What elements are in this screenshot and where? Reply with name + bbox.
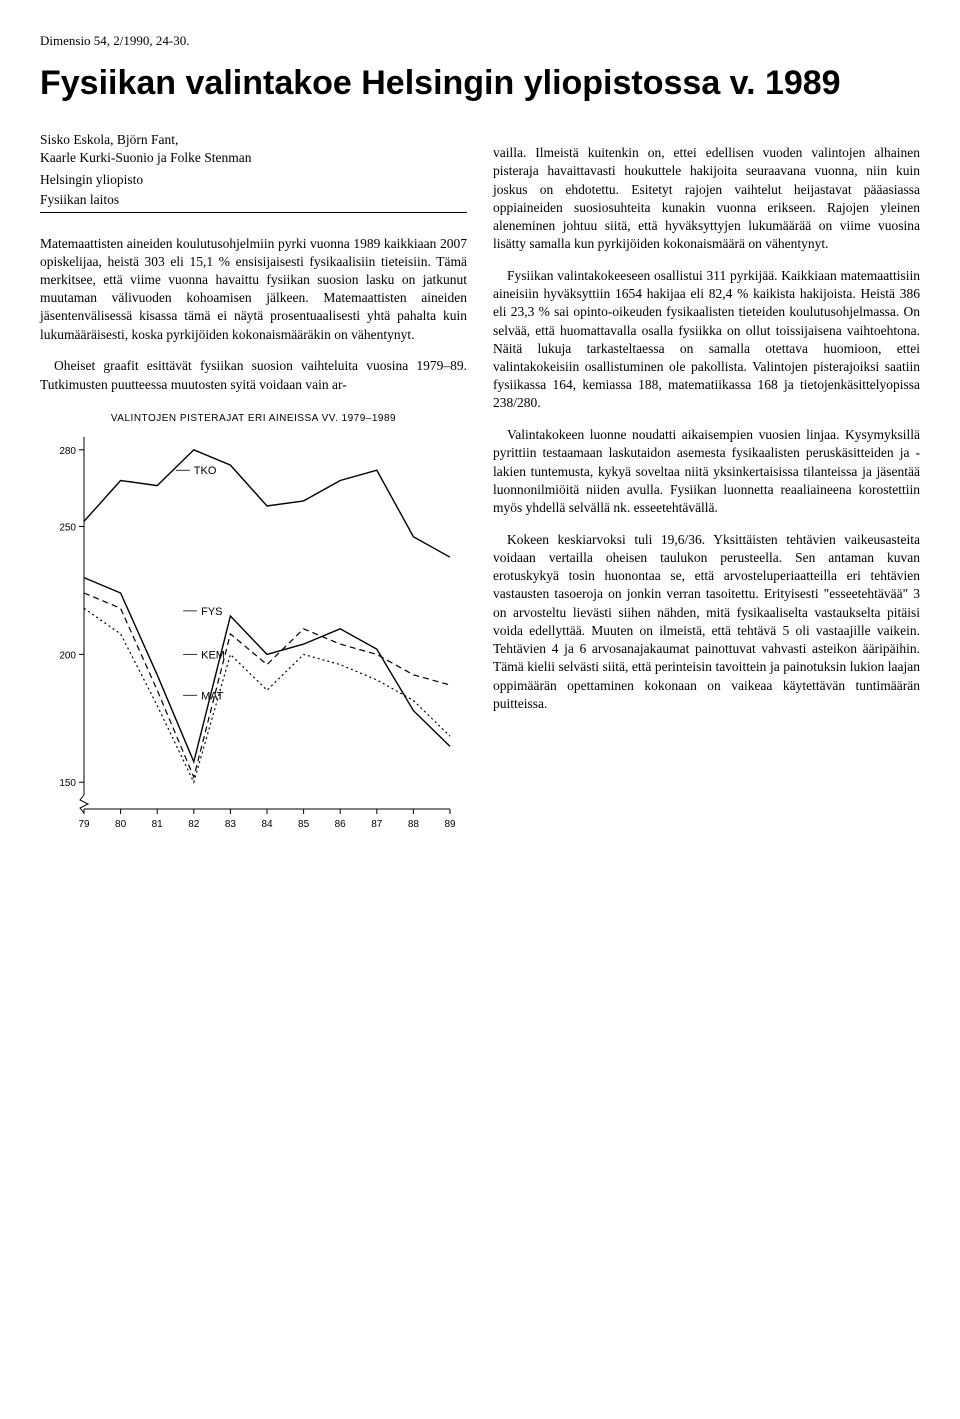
- svg-text:84: 84: [261, 819, 273, 830]
- svg-text:89: 89: [444, 819, 456, 830]
- left-para-2: Oheiset graafit esittävät fysiikan suosi…: [40, 357, 467, 393]
- citation: Dimensio 54, 2/1990, 24-30.: [40, 32, 920, 50]
- svg-text:KEM: KEM: [201, 650, 225, 662]
- line-chart: VALINTOJEN PISTERAJAT ERI AINEISSA VV. 1…: [40, 412, 467, 850]
- svg-text:MAT: MAT: [201, 691, 224, 703]
- svg-text:TKO: TKO: [194, 466, 217, 478]
- affil-divider: [40, 212, 467, 213]
- svg-text:280: 280: [59, 446, 76, 457]
- authors: Sisko Eskola, Björn Fant, Kaarle Kurki-S…: [40, 131, 467, 167]
- left-para-1: Matemaattisten aineiden koulutusohjelmii…: [40, 235, 467, 344]
- svg-text:79: 79: [78, 819, 90, 830]
- page-title: Fysiikan valintakoe Helsingin yliopistos…: [40, 64, 920, 103]
- right-para-1: vailla. Ilmeistä kuitenkin on, ettei ede…: [493, 144, 920, 253]
- left-column: Sisko Eskola, Björn Fant, Kaarle Kurki-S…: [40, 131, 467, 850]
- svg-text:FYS: FYS: [201, 606, 222, 618]
- right-para-4: Kokeen keskiarvoksi tuli 19,6/36. Yksitt…: [493, 531, 920, 713]
- svg-text:81: 81: [152, 819, 164, 830]
- svg-text:87: 87: [371, 819, 383, 830]
- svg-text:83: 83: [225, 819, 237, 830]
- svg-text:85: 85: [298, 819, 310, 830]
- svg-text:200: 200: [59, 651, 76, 662]
- svg-text:150: 150: [59, 778, 76, 789]
- right-para-2: Fysiikan valintakokeeseen osallistui 311…: [493, 267, 920, 413]
- right-column: vailla. Ilmeistä kuitenkin on, ettei ede…: [493, 131, 920, 850]
- two-column-layout: Sisko Eskola, Björn Fant, Kaarle Kurki-S…: [40, 131, 920, 850]
- chart-title: VALINTOJEN PISTERAJAT ERI AINEISSA VV. 1…: [40, 412, 467, 426]
- right-para-3: Valintakokeen luonne noudatti aikaisempi…: [493, 426, 920, 517]
- svg-text:88: 88: [408, 819, 420, 830]
- svg-text:86: 86: [335, 819, 347, 830]
- affiliation-2: Fysiikan laitos: [40, 191, 467, 209]
- chart-svg: 150 200 250 280 79 80 81 82 83 84 85 86 87 88 89 TKO FYS…: [40, 429, 460, 849]
- svg-text:250: 250: [59, 523, 76, 534]
- affiliation-1: Helsingin yliopisto: [40, 171, 467, 189]
- svg-text:80: 80: [115, 819, 127, 830]
- svg-text:82: 82: [188, 819, 200, 830]
